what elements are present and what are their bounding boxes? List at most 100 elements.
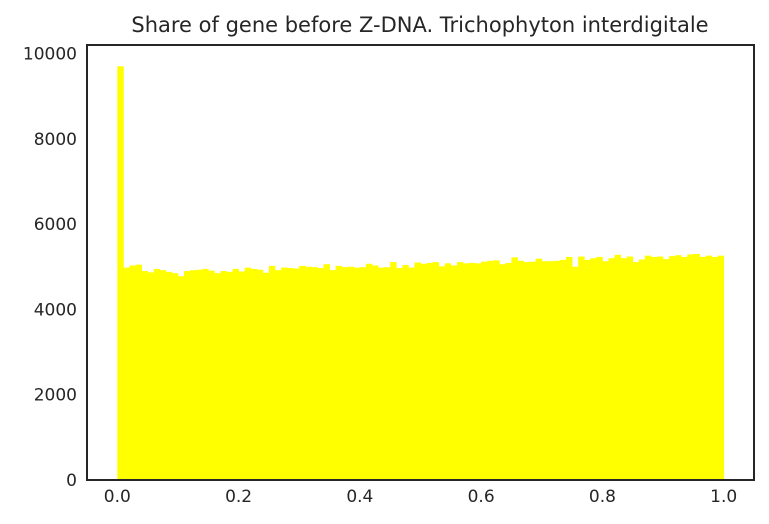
histogram-bar <box>626 256 634 480</box>
histogram-bar <box>365 263 373 480</box>
histogram-bar <box>287 268 294 480</box>
histogram-bar <box>196 269 203 480</box>
histogram-bar <box>450 265 458 480</box>
histogram-bar <box>232 268 239 480</box>
histogram-bar <box>681 256 688 480</box>
x-tick-label: 0.4 <box>346 487 373 507</box>
bars-layer <box>117 66 725 480</box>
histogram-bar <box>705 255 712 480</box>
histogram-bar <box>644 255 652 480</box>
histogram-bar <box>438 266 446 480</box>
histogram-bar <box>608 258 615 480</box>
histogram-bar <box>650 256 658 480</box>
histogram-bar <box>171 273 179 480</box>
histogram-bar <box>305 266 312 480</box>
histogram-bar <box>281 267 288 480</box>
y-tick-label: 0 <box>66 471 77 491</box>
histogram-bar <box>475 263 482 480</box>
histogram-bar <box>329 270 337 480</box>
histogram-bar <box>499 264 506 480</box>
histogram-bar <box>456 262 464 480</box>
histogram-bar <box>214 273 221 480</box>
histogram-bar <box>529 261 537 480</box>
histogram-bar <box>414 262 421 480</box>
histogram-bar <box>299 265 306 480</box>
histogram-bar <box>584 259 591 480</box>
x-tick-labels: 0.0 0.2 0.4 0.6 0.8 1.0 <box>104 487 737 507</box>
histogram-bar <box>177 276 185 480</box>
x-tick-label: 0.8 <box>589 487 616 507</box>
chart-title: Share of gene before Z-DNA. Trichophyton… <box>131 13 708 37</box>
histogram-bar <box>602 261 609 480</box>
histogram-bar <box>408 267 415 480</box>
histogram-bar <box>159 270 167 480</box>
histogram-bar <box>268 265 276 480</box>
histogram-bar <box>420 263 427 480</box>
histogram-bar <box>620 258 628 480</box>
histogram-bar <box>663 259 670 480</box>
histogram-bar <box>711 256 719 480</box>
histogram-bar <box>390 262 397 480</box>
histogram-bar <box>141 271 149 480</box>
plot-frame <box>86 44 755 481</box>
histogram-bar <box>578 256 585 480</box>
histogram-bar <box>547 261 555 480</box>
x-tick-label: 0.6 <box>468 487 495 507</box>
histogram-bar <box>487 260 494 480</box>
histogram-bar <box>274 270 282 480</box>
histogram-bar <box>208 270 215 480</box>
histogram-bar <box>632 262 640 480</box>
histogram-bar <box>638 259 646 480</box>
histogram-bar <box>572 266 579 480</box>
y-tick-label: 10000 <box>23 45 77 65</box>
histogram-bar <box>153 268 161 480</box>
histogram-bar <box>184 271 191 480</box>
histogram-bar <box>323 264 330 480</box>
histogram-bar <box>317 268 324 480</box>
histogram-bar <box>553 260 561 480</box>
histogram-bar <box>238 271 246 480</box>
x-tick-label: 1.0 <box>710 487 737 507</box>
histogram-bar <box>311 267 318 480</box>
histogram-bar <box>444 263 452 480</box>
histogram-bar <box>559 259 567 480</box>
histogram-bar <box>335 265 343 480</box>
histogram-bar <box>202 268 209 480</box>
histogram-bar <box>590 258 597 480</box>
histogram-bar <box>481 261 488 480</box>
histogram-bar <box>566 256 573 480</box>
histogram-bar <box>426 262 434 480</box>
y-tick-label: 8000 <box>34 130 77 150</box>
histogram-bar <box>378 267 385 480</box>
histogram-bar <box>341 267 349 480</box>
y-tick-label: 6000 <box>34 215 77 235</box>
histogram-bar <box>687 254 694 480</box>
histogram-bar <box>469 262 476 480</box>
histogram-bar <box>371 265 379 480</box>
x-tick-label: 0.0 <box>104 487 131 507</box>
y-tick-label: 2000 <box>34 386 77 406</box>
histogram-bar <box>511 257 518 480</box>
histogram-bar <box>656 256 664 480</box>
histogram-bar <box>614 254 621 480</box>
histogram-bar <box>353 267 361 480</box>
histogram-bar <box>220 271 227 480</box>
x-tick-label: 0.2 <box>225 487 252 507</box>
histogram-bar <box>675 255 682 480</box>
histogram-bar <box>699 256 706 480</box>
histogram-bar <box>293 268 300 480</box>
histogram-bar <box>123 267 130 480</box>
histogram-bar <box>432 262 440 480</box>
histogram-bar <box>717 255 725 480</box>
histogram-bar <box>359 267 367 480</box>
histogram-bar <box>384 267 391 480</box>
histogram-bar <box>135 264 142 480</box>
histogram-bar <box>244 267 252 480</box>
y-tick-labels: 0 2000 4000 6000 8000 10000 <box>23 45 77 491</box>
histogram-bar <box>535 258 543 480</box>
histogram-bar <box>693 253 700 480</box>
histogram-bar <box>493 260 500 480</box>
histogram-bar <box>596 256 603 480</box>
